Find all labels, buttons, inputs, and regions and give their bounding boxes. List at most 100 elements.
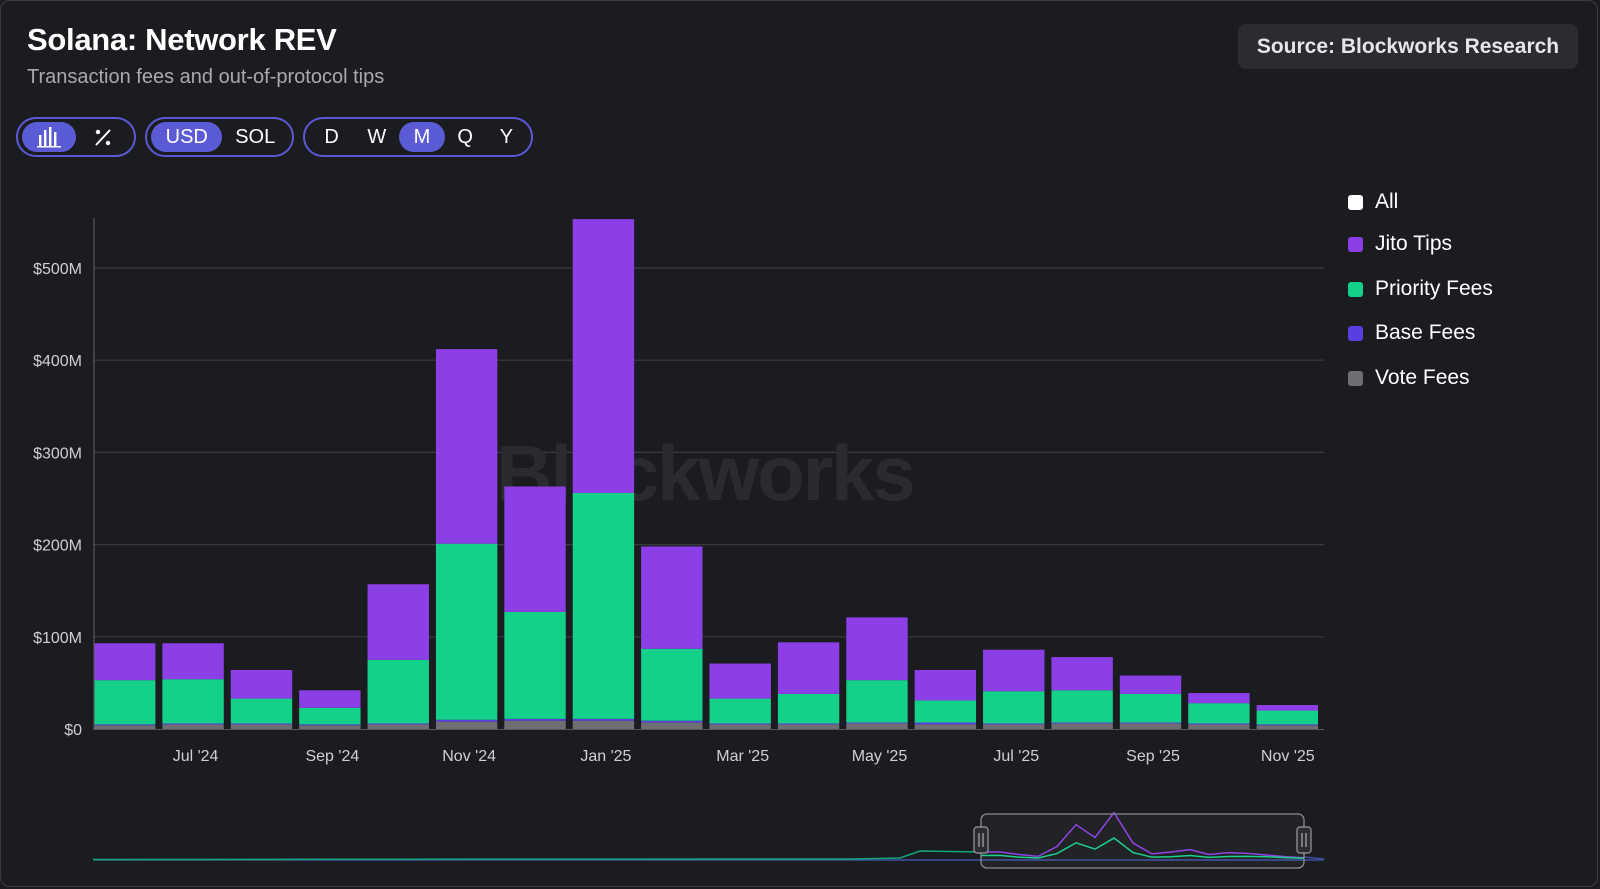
legend-label: All: [1375, 190, 1399, 213]
bar-priority-fees: [435, 543, 498, 720]
y-tick-label: $100M: [33, 630, 82, 647]
interval-quarter-button[interactable]: Q: [457, 125, 473, 148]
bar-jito-tips: [162, 643, 224, 680]
bar-chart-icon: [37, 127, 61, 148]
legend-swatch: [1348, 325, 1363, 341]
interval-week-button[interactable]: W: [367, 125, 387, 148]
navigator-tail: [1303, 856, 1325, 860]
bar-layer: [94, 219, 1318, 729]
x-tick-label: Sep '25: [1126, 748, 1180, 765]
bar-jito-tips: [504, 486, 566, 612]
interval-year-button[interactable]: Y: [499, 125, 514, 148]
bar-vote-fees: [1119, 723, 1182, 729]
bar-jito-tips: [94, 643, 156, 681]
bar-base-fees: [709, 723, 771, 725]
bar-base-fees: [572, 718, 635, 721]
interval-day-button[interactable]: D: [324, 125, 339, 148]
legend-item-base-fees[interactable]: Base Fees: [1348, 321, 1475, 345]
navigator-priority-line: [980, 837, 1305, 860]
grid-layer: [93, 267, 1324, 638]
bar-jito-tips: [914, 669, 977, 701]
legend-label: Base Fees: [1375, 321, 1476, 344]
y-tick-label: $500M: [33, 261, 82, 278]
bar-vote-fees: [1188, 724, 1250, 729]
x-tick-label: Nov '25: [1261, 748, 1315, 765]
bar-jito-tips: [572, 219, 635, 493]
bar-priority-fees: [777, 693, 840, 724]
legend-item-priority-fees[interactable]: Priority Fees: [1348, 277, 1493, 301]
bar-priority-fees: [94, 680, 156, 725]
bar-vote-fees: [777, 724, 840, 729]
bar-base-fees: [914, 722, 977, 725]
bar-vote-fees: [230, 724, 293, 729]
x-tick-label: Jul '24: [173, 748, 219, 765]
bar-base-fees: [162, 723, 224, 725]
bar-base-fees: [1051, 722, 1113, 724]
x-tick-label: Mar '25: [716, 748, 769, 765]
bar-priority-fees: [1188, 703, 1250, 724]
bar-vote-fees: [162, 724, 224, 729]
legend-swatch: [1348, 281, 1363, 297]
legend-item-all[interactable]: All: [1348, 190, 1398, 214]
bar-base-fees: [1256, 724, 1318, 726]
bar-jito-tips: [983, 649, 1045, 692]
x-tick-label: Jan '25: [580, 748, 631, 765]
y-tick-label: $200M: [33, 538, 82, 555]
bar-base-fees: [1188, 723, 1250, 725]
bar-vote-fees: [641, 722, 703, 729]
legend-item-vote-fees[interactable]: Vote Fees: [1348, 366, 1470, 390]
bar-jito-tips: [435, 349, 498, 544]
navigator-total-line: [981, 811, 1305, 859]
bar-jito-tips: [846, 617, 908, 681]
chart-subtitle: Transaction fees and out-of-protocol tip…: [27, 66, 385, 88]
currency-toggle: USD SOL: [145, 117, 294, 157]
legend-label: Priority Fees: [1375, 277, 1493, 300]
bar-base-fees: [846, 722, 908, 724]
y-tick-label: $300M: [33, 445, 82, 462]
bar-priority-fees: [1119, 693, 1182, 723]
bar-priority-fees: [846, 680, 908, 723]
y-tick-label: $0: [64, 722, 82, 739]
bar-priority-fees: [162, 679, 224, 724]
legend-swatch: [1348, 194, 1363, 210]
legend-label: Vote Fees: [1375, 366, 1470, 389]
bar-base-fees: [367, 723, 429, 725]
bar-jito-tips: [1119, 675, 1182, 694]
bar-base-fees: [299, 724, 361, 726]
bar-vote-fees: [367, 724, 429, 729]
bar-vote-fees: [983, 724, 1045, 729]
x-tick-label: Sep '24: [305, 748, 359, 765]
bar-vote-fees: [299, 725, 361, 729]
bar-base-fees: [983, 723, 1045, 725]
bar-vote-fees: [709, 724, 771, 729]
bar-vote-fees: [1051, 723, 1113, 729]
x-tick-label: Nov '24: [442, 748, 496, 765]
bar-priority-fees: [367, 659, 429, 724]
chart-title: Solana: Network REV: [27, 22, 337, 57]
bar-base-fees: [1119, 722, 1182, 724]
legend-swatch: [1348, 370, 1363, 386]
bar-mode-button[interactable]: [22, 122, 76, 152]
bar-base-fees: [94, 724, 156, 726]
bar-vote-fees: [504, 720, 566, 729]
bar-jito-tips: [299, 690, 361, 708]
range-navigator[interactable]: [92, 811, 1325, 869]
bar-priority-fees: [1256, 710, 1318, 725]
bar-priority-fees: [299, 707, 361, 725]
x-tick-label: Jul '25: [993, 748, 1039, 765]
bar-vote-fees: [846, 723, 908, 729]
bar-priority-fees: [572, 492, 635, 719]
percent-icon: [95, 129, 111, 146]
percent-mode-button[interactable]: [76, 122, 130, 152]
currency-sol-button[interactable]: SOL: [235, 125, 276, 148]
bar-jito-tips: [367, 584, 429, 660]
source-badge: Source: Blockworks Research: [1238, 24, 1578, 69]
legend-item-jito-tips[interactable]: Jito Tips: [1348, 232, 1452, 256]
chart-mode-toggle: [16, 117, 136, 157]
navigator-history-line: [92, 850, 982, 861]
interval-month-button[interactable]: M: [399, 122, 445, 152]
bar-base-fees: [504, 718, 566, 721]
currency-usd-button[interactable]: USD: [151, 122, 223, 152]
interval-toggle: D W M Q Y: [303, 117, 533, 157]
